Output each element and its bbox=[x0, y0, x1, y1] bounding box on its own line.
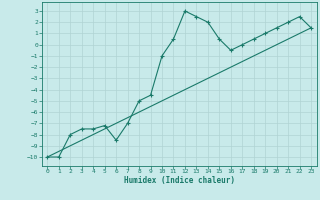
X-axis label: Humidex (Indice chaleur): Humidex (Indice chaleur) bbox=[124, 176, 235, 185]
